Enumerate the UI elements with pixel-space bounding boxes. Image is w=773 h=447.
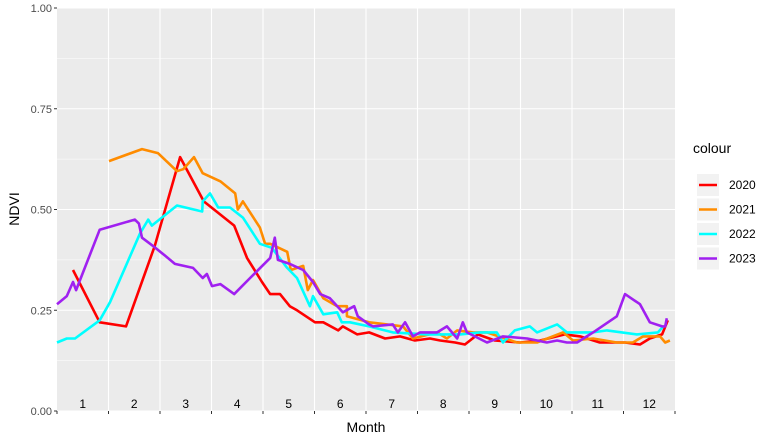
month-label: 6 (337, 397, 344, 411)
axes: 0.00 0.25 0.50 0.75 1.00 (31, 3, 676, 418)
series-line-2023 (56, 218, 669, 344)
legend: colour 2020 2021 2022 2023 (693, 140, 756, 270)
y-tick-label: 0.50 (31, 205, 52, 217)
month-label: 11 (592, 397, 605, 411)
legend-title: colour (693, 140, 731, 156)
legend-label: 2021 (729, 203, 756, 217)
month-label: 7 (388, 397, 395, 411)
y-tick-label: 0.25 (31, 305, 52, 317)
y-tick-label: 0.75 (31, 104, 52, 116)
series-lines (56, 147, 671, 346)
series-line-2021 (108, 147, 671, 344)
month-label: 5 (285, 397, 292, 411)
month-label: 9 (491, 397, 498, 411)
month-label: 10 (540, 397, 554, 411)
series-line-2022 (56, 192, 665, 344)
y-tick-label: 0.00 (31, 406, 52, 418)
month-label: 12 (643, 397, 657, 411)
y-tick-label: 1.00 (31, 3, 52, 15)
major-gridlines (57, 7, 675, 412)
legend-label: 2020 (729, 178, 756, 192)
month-label: 8 (440, 397, 447, 411)
month-label: 1 (79, 397, 86, 411)
month-label: 3 (182, 397, 189, 411)
y-axis-title: NDVI (6, 192, 22, 225)
month-label: 4 (234, 397, 241, 411)
legend-label: 2023 (729, 252, 756, 266)
legend-label: 2022 (729, 227, 756, 241)
month-labels: 1 2 3 4 5 6 7 8 9 10 11 12 (79, 397, 656, 411)
series-line-2020 (71, 155, 670, 346)
x-axis-title: Month (347, 419, 386, 435)
month-label: 2 (131, 397, 138, 411)
